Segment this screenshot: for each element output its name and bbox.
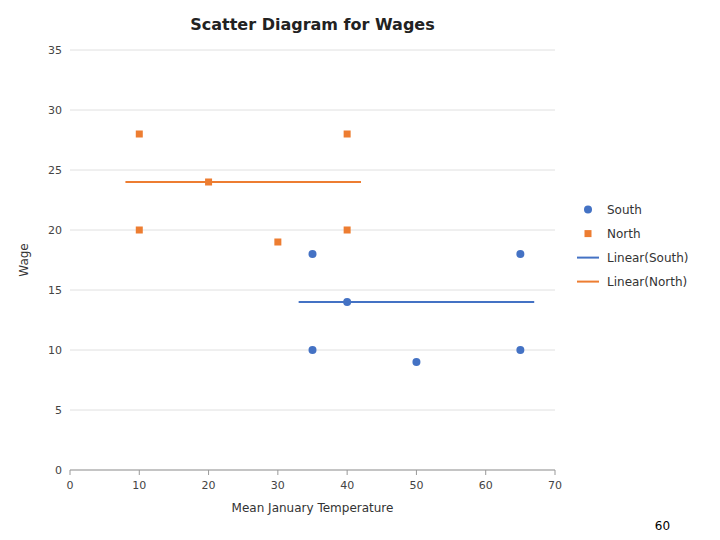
x-tick: [139, 470, 140, 475]
x-tick-label: 20: [202, 479, 216, 492]
scatter-point: [136, 227, 143, 234]
legend-swatch: [585, 230, 592, 237]
footnote: 60: [655, 519, 670, 533]
legend-swatch: [577, 281, 599, 283]
legend-label: South: [607, 203, 642, 217]
scatter-point: [516, 250, 524, 258]
legend-label: Linear(North): [607, 275, 687, 289]
scatter-point: [344, 131, 351, 138]
chart: 0 5 10 15 20 25 30 35 0 10 20 30 40 50 60 70 Scatter Dia…: [0, 0, 720, 540]
y-tick-label: 5: [55, 404, 62, 417]
x-tick: [277, 470, 278, 475]
x-tick: [416, 470, 417, 475]
scatter-point: [412, 358, 420, 366]
x-tick: [347, 470, 348, 475]
x-axis-label: Mean January Temperature: [232, 501, 394, 515]
grid-line: [70, 110, 555, 111]
legend-label: North: [607, 227, 641, 241]
grid-line: [70, 470, 555, 471]
grid-line: [70, 290, 555, 291]
x-tick-label: 70: [548, 479, 562, 492]
scatter-point: [309, 250, 317, 258]
y-tick-label: 0: [55, 464, 62, 477]
x-tick: [70, 470, 71, 475]
grid-line: [70, 50, 555, 51]
x-tick-label: 60: [479, 479, 493, 492]
x-tick-label: 40: [340, 479, 354, 492]
y-tick-label: 30: [48, 104, 62, 117]
legend: South North Linear(South) Linear(North): [577, 203, 689, 289]
y-tick-label: 20: [48, 224, 62, 237]
grid-line: [70, 170, 555, 171]
x-tick-label: 10: [132, 479, 146, 492]
legend-swatch: [577, 257, 599, 259]
grid: [70, 50, 555, 470]
title: Scatter Diagram for Wages: [190, 15, 434, 34]
scatter-point: [136, 131, 143, 138]
scatter-point: [344, 227, 351, 234]
legend-label: Linear(South): [607, 251, 689, 265]
x-tick-label: 0: [67, 479, 74, 492]
x-tick: [555, 470, 556, 475]
y-tick-label: 25: [48, 164, 62, 177]
x-tick-label: 50: [409, 479, 423, 492]
scatter-point: [309, 346, 317, 354]
y-axis-label: Wage: [17, 243, 31, 276]
grid-line: [70, 410, 555, 411]
y-tick-label: 35: [48, 44, 62, 57]
scatter-point: [516, 346, 524, 354]
legend-swatch: [584, 206, 592, 214]
y-tick-label: 15: [48, 284, 62, 297]
x-axis-line: [70, 470, 555, 471]
x-tick: [208, 470, 209, 475]
x-tick: [485, 470, 486, 475]
trend-line: [125, 181, 361, 183]
y-tick-label: 10: [48, 344, 62, 357]
marks: [125, 131, 534, 367]
scatter-point: [274, 239, 281, 246]
x-tick-label: 30: [271, 479, 285, 492]
trend-line: [299, 301, 535, 303]
